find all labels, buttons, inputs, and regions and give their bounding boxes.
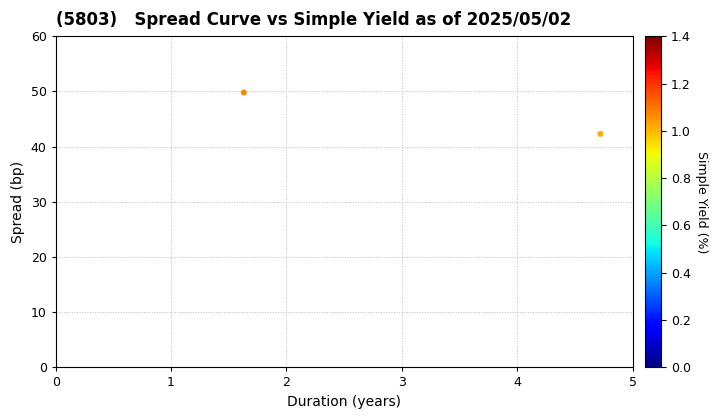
Text: (5803)   Spread Curve vs Simple Yield as of 2025/05/02: (5803) Spread Curve vs Simple Yield as o… bbox=[55, 11, 571, 29]
Point bbox=[238, 89, 250, 96]
Point bbox=[595, 131, 606, 137]
X-axis label: Duration (years): Duration (years) bbox=[287, 395, 401, 409]
Y-axis label: Spread (bp): Spread (bp) bbox=[11, 161, 25, 243]
Y-axis label: Simple Yield (%): Simple Yield (%) bbox=[695, 151, 708, 253]
